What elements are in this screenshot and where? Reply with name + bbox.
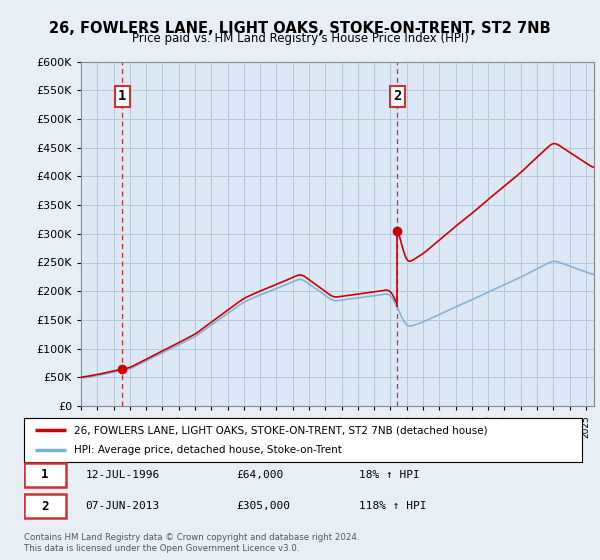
Text: HPI: Average price, detached house, Stoke-on-Trent: HPI: Average price, detached house, Stok… <box>74 445 342 455</box>
Text: 26, FOWLERS LANE, LIGHT OAKS, STOKE-ON-TRENT, ST2 7NB: 26, FOWLERS LANE, LIGHT OAKS, STOKE-ON-T… <box>49 21 551 36</box>
Text: 1: 1 <box>41 468 49 481</box>
Text: 18% ↑ HPI: 18% ↑ HPI <box>359 470 419 480</box>
FancyBboxPatch shape <box>24 463 66 487</box>
Text: 118% ↑ HPI: 118% ↑ HPI <box>359 501 426 511</box>
Text: 07-JUN-2013: 07-JUN-2013 <box>85 501 160 511</box>
Text: 2: 2 <box>41 500 49 512</box>
Text: 26, FOWLERS LANE, LIGHT OAKS, STOKE-ON-TRENT, ST2 7NB (detached house): 26, FOWLERS LANE, LIGHT OAKS, STOKE-ON-T… <box>74 425 488 435</box>
Text: Contains HM Land Registry data © Crown copyright and database right 2024.
This d: Contains HM Land Registry data © Crown c… <box>24 533 359 553</box>
Text: 1: 1 <box>118 89 127 103</box>
Text: £64,000: £64,000 <box>236 470 283 480</box>
Text: Price paid vs. HM Land Registry's House Price Index (HPI): Price paid vs. HM Land Registry's House … <box>131 32 469 45</box>
Text: 2: 2 <box>393 89 401 103</box>
Text: £305,000: £305,000 <box>236 501 290 511</box>
FancyBboxPatch shape <box>24 494 66 518</box>
Text: 12-JUL-1996: 12-JUL-1996 <box>85 470 160 480</box>
